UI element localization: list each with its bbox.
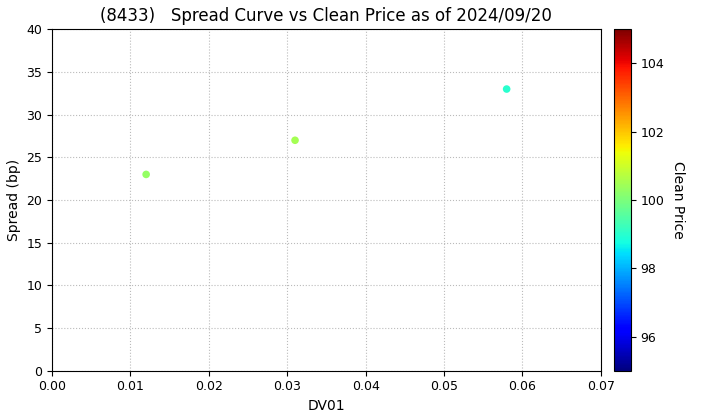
- X-axis label: DV01: DV01: [307, 399, 345, 413]
- Point: [501, 86, 513, 92]
- Title: (8433)   Spread Curve vs Clean Price as of 2024/09/20: (8433) Spread Curve vs Clean Price as of…: [101, 7, 552, 25]
- Y-axis label: Spread (bp): Spread (bp): [7, 159, 21, 241]
- Point: [140, 171, 152, 178]
- Point: [289, 137, 301, 144]
- Y-axis label: Clean Price: Clean Price: [672, 161, 685, 239]
